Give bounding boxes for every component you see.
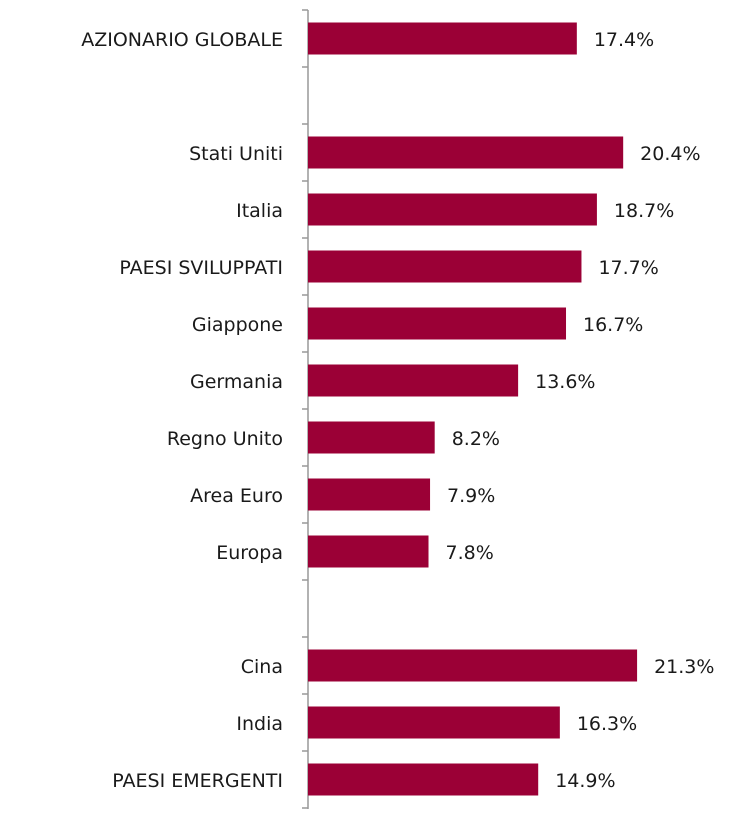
bar: [308, 364, 519, 397]
value-label: 8.2%: [452, 428, 500, 450]
value-label: 18.7%: [614, 200, 674, 222]
bar: [308, 478, 431, 511]
category-label: Germania: [190, 371, 283, 393]
category-label: PAESI EMERGENTI: [112, 770, 283, 792]
category-label: Cina: [241, 656, 283, 678]
category-label: Italia: [236, 200, 283, 222]
category-label: Stati Uniti: [189, 143, 283, 165]
value-label: 13.6%: [535, 371, 595, 393]
bar: [308, 22, 577, 55]
bar: [308, 763, 539, 796]
bar: [308, 307, 567, 340]
value-label: 7.9%: [447, 485, 495, 507]
category-label: India: [236, 713, 283, 735]
bar: [308, 193, 597, 226]
category-label: AZIONARIO GLOBALE: [81, 29, 283, 51]
value-label: 17.7%: [598, 257, 658, 279]
category-label: Giappone: [192, 314, 283, 336]
value-label: 20.4%: [640, 143, 700, 165]
value-label: 16.3%: [577, 713, 637, 735]
bar: [308, 421, 435, 454]
value-label: 14.9%: [555, 770, 615, 792]
category-label: PAESI SVILUPPATI: [119, 257, 283, 279]
value-label: 17.4%: [594, 29, 654, 51]
value-label: 16.7%: [583, 314, 643, 336]
value-label: 7.8%: [446, 542, 494, 564]
value-label: 21.3%: [654, 656, 714, 678]
category-label: Europa: [216, 542, 283, 564]
bar: [308, 649, 638, 682]
bar: [308, 250, 582, 283]
category-label: Regno Unito: [167, 428, 283, 450]
bar: [308, 706, 560, 739]
bar: [308, 136, 624, 169]
category-label: Area Euro: [190, 485, 283, 507]
bar: [308, 535, 429, 568]
